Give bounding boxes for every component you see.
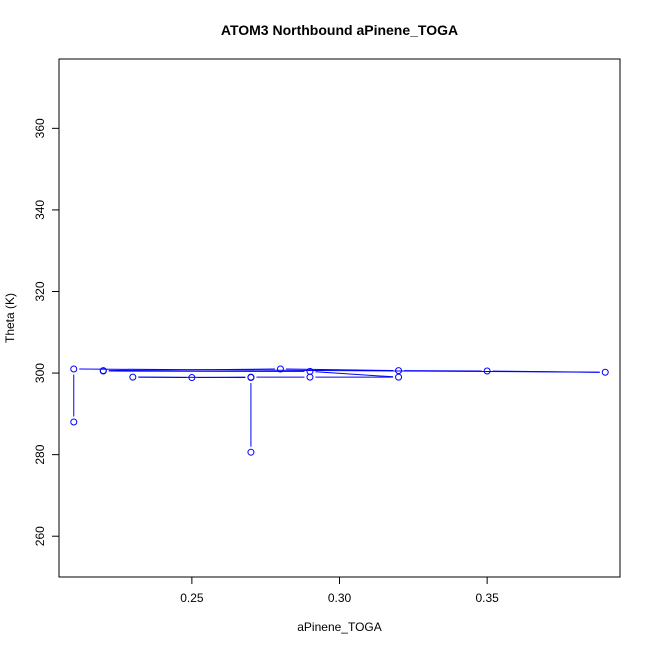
y-tick-label: 280	[33, 444, 47, 464]
series-layer	[70, 365, 609, 456]
y-tick-label: 260	[33, 526, 47, 546]
data-point	[188, 374, 196, 382]
x-tick-label: 0.35	[475, 591, 499, 605]
x-axis: 0.25 0.30 0.35	[180, 576, 499, 605]
y-axis-label: Theta (K)	[3, 293, 17, 343]
series-segment	[315, 371, 394, 378]
y-tick-label: 320	[33, 281, 47, 301]
series-segment	[108, 368, 275, 372]
data-point	[395, 373, 403, 381]
y-axis: 260 280 300 320 340 360	[33, 118, 60, 546]
y-tick-label: 300	[33, 363, 47, 383]
series-segment	[492, 370, 600, 373]
chart-title: ATOM3 Northbound aPinene_TOGA	[221, 22, 458, 38]
data-point	[601, 368, 609, 376]
x-tick-label: 0.30	[328, 591, 352, 605]
data-point	[70, 418, 78, 426]
plot-frame	[58, 58, 621, 578]
data-point	[306, 373, 314, 381]
y-tick-label: 360	[33, 118, 47, 138]
data-point	[70, 365, 78, 373]
x-tick-label: 0.25	[180, 591, 204, 605]
data-point	[247, 448, 255, 456]
data-point	[99, 367, 107, 375]
data-point	[129, 373, 137, 381]
data-point	[395, 367, 403, 375]
data-point	[247, 374, 255, 382]
y-tick-label: 340	[33, 200, 47, 220]
data-point	[276, 365, 284, 373]
series-segment	[285, 368, 394, 372]
data-point	[483, 367, 491, 375]
x-axis-label: aPinene_TOGA	[297, 620, 382, 634]
